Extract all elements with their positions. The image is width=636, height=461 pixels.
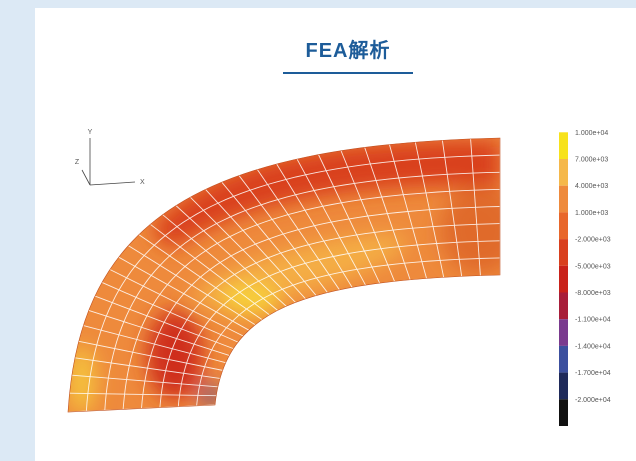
legend-swatch	[559, 159, 568, 186]
section-title: FEA解析	[305, 40, 391, 62]
legend-swatch	[559, 372, 568, 400]
part-outline	[67, 137, 501, 413]
legend-label: 1.000e+03	[575, 210, 608, 217]
legend-label: 1.000e+04	[575, 130, 608, 137]
legend-swatch	[559, 399, 568, 426]
legend-swatch	[559, 212, 568, 240]
legend-swatch	[559, 292, 568, 320]
mesh-line	[177, 240, 500, 407]
legend-label: -2.000e+04	[575, 397, 611, 404]
mesh-line	[196, 257, 500, 406]
legend-label: -1.400e+04	[575, 343, 611, 350]
legend-label: -2.000e+03	[575, 237, 611, 244]
legend-label: 4.000e+03	[575, 183, 608, 190]
legend-swatch	[559, 185, 568, 213]
legend-label: -8.000e+03	[575, 290, 611, 297]
mesh-line	[122, 188, 500, 410]
stress-contour	[68, 138, 500, 412]
legend-label: 7.000e+03	[575, 157, 608, 164]
legend-swatch	[559, 345, 568, 373]
axis-label: X	[140, 179, 145, 186]
mesh-line	[141, 206, 500, 409]
legend-swatch	[559, 319, 568, 346]
mesh-line	[85, 154, 500, 412]
mesh-line	[159, 223, 500, 408]
mesh-line	[104, 171, 500, 411]
legend-swatch	[559, 265, 568, 293]
axis-label: Y	[88, 129, 93, 136]
legend-swatch	[559, 239, 568, 266]
axis-label: Z	[75, 159, 80, 166]
legend-label: -5.000e+03	[575, 263, 611, 270]
color-legend: 1.000e+04 7.000e+03 4.000e+03 1.000e+03 -2.0…	[559, 130, 611, 426]
axis-triad	[81, 138, 136, 186]
legend-label: -1.700e+04	[575, 370, 611, 377]
title-underline	[283, 72, 413, 74]
legend-swatch	[559, 132, 568, 159]
legend-label: -1.100e+04	[575, 317, 611, 324]
